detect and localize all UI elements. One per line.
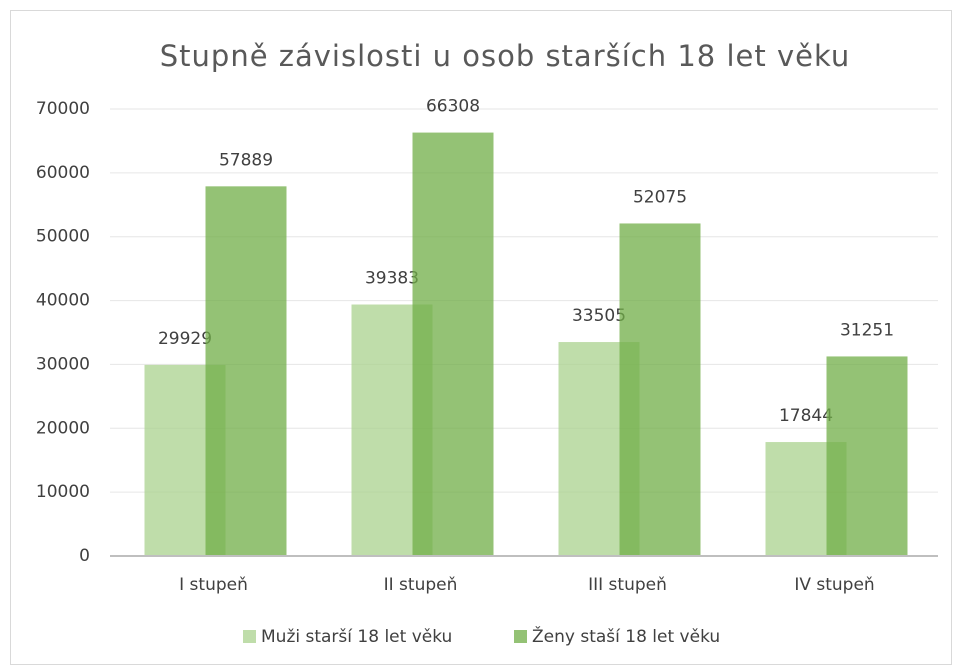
- y-tick-label: 10000: [36, 482, 90, 502]
- x-tick-label: IV stupeň: [794, 575, 874, 595]
- bar: [205, 186, 287, 556]
- legend-swatch: [514, 630, 527, 643]
- y-tick-label: 60000: [36, 163, 90, 183]
- y-tick-label: 40000: [36, 291, 90, 311]
- x-tick-label: I stupeň: [179, 575, 248, 595]
- y-tick-label: 30000: [36, 354, 90, 374]
- data-label: 57889: [219, 150, 273, 170]
- legend-swatch: [243, 630, 256, 643]
- data-label: 66308: [426, 97, 480, 117]
- x-tick-label: III stupeň: [588, 575, 667, 595]
- data-label: 17844: [779, 406, 833, 426]
- y-tick-label: 70000: [36, 99, 90, 119]
- bar: [619, 223, 701, 556]
- bar: [826, 356, 908, 556]
- legend-label: Muži starší 18 let věku: [261, 627, 452, 647]
- x-tick-label: II stupeň: [384, 575, 458, 595]
- data-label: 52075: [633, 187, 687, 207]
- bar: [412, 132, 494, 556]
- data-label: 33505: [572, 306, 626, 326]
- y-tick-label: 50000: [36, 227, 90, 247]
- y-tick-label: 0: [79, 546, 90, 566]
- data-label: 39383: [365, 269, 419, 289]
- legend-label: Ženy staší 18 let věku: [532, 625, 720, 647]
- chart-title: Stupně závislosti u osob starších 18 let…: [160, 39, 850, 73]
- data-label: 31251: [840, 320, 894, 340]
- data-label: 29929: [158, 329, 212, 349]
- y-tick-label: 20000: [36, 418, 90, 438]
